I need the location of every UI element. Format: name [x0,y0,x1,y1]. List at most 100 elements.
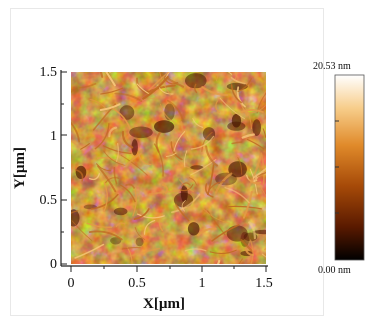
fiber-strand [204,183,214,198]
fiber-strand [238,258,243,264]
fiber-strand [240,109,264,114]
fiber-strand [244,106,252,130]
y-tick-label: 1 [50,129,57,144]
fiber-strand [190,135,215,150]
fiber-strand [115,143,120,162]
colorbar-min-label: 0.00 nm [318,265,351,276]
fiber-strand [132,189,137,217]
fiber-strand [126,246,133,264]
fiber-strand [94,123,110,150]
fiber-strand [175,203,190,222]
fiber-strand [125,152,142,167]
fiber-strand [230,84,242,104]
dark-pore [187,222,200,236]
dark-pore [154,120,175,133]
fiber-strand [173,156,190,169]
fiber-strand [256,171,266,177]
fiber-strand [71,204,73,211]
y-tick-label: 1.5 [40,65,58,80]
fiber-strand [224,186,250,204]
fiber-strand [261,253,266,258]
fiber-strand [230,72,238,84]
fiber-strand [71,91,73,93]
colorbar: 20.53 nm 0.00 nm [313,61,365,276]
fiber-strand [71,140,78,146]
fiber-strand [260,152,265,185]
x-tick-label: 0 [68,276,75,291]
dark-pore [131,139,138,156]
x-tick-label: 0.5 [128,276,146,291]
fiber-network [71,72,266,264]
dark-pore [135,237,144,247]
colorbar-max-label: 20.53 nm [313,61,351,72]
fiber-strand [207,164,215,196]
fiber-strand [215,100,220,114]
dark-pore [202,127,216,141]
dark-pore [190,165,204,170]
fiber-strand [136,213,165,219]
fiber-strand [211,224,240,242]
fiber-strand [230,76,246,85]
fiber-strand [88,230,123,241]
fiber-strand [129,247,161,257]
fiber-strand [79,82,97,89]
fiber-strand [228,205,262,210]
fiber-strand [166,99,184,120]
fiber-strand [192,118,204,128]
fiber-strand [144,220,156,235]
fiber-strand [248,154,262,188]
fiber-strand [249,168,258,195]
fiber-strand [99,72,104,78]
y-tick-label: 0 [50,257,57,272]
dark-pore [252,119,261,136]
fiber-strand [100,87,124,95]
fiber-strand [248,178,262,185]
fiber-strand [161,183,169,195]
fiber-strand [96,163,112,172]
fiber-strand [88,173,100,181]
fiber-strand [114,92,143,102]
fiber-strand [237,78,252,93]
fiber-strand [262,128,266,138]
dark-pore [226,225,248,242]
fiber-strand [246,138,265,150]
colorbar-gradient [334,74,365,261]
fiber-strand [165,152,177,157]
dark-pore [240,231,250,247]
fiber-strand [201,86,229,97]
fiber-strand [249,239,254,264]
fiber-strand [155,131,161,153]
y-axis-title: Y[µm] [12,147,28,189]
fiber-strand [86,222,113,228]
fiber-strand [209,249,237,255]
fiber-strand [254,90,266,108]
dark-pore [110,237,122,245]
fiber-strand [71,121,81,143]
fiber-strand [240,239,254,253]
fiber-strand [180,121,189,142]
fiber-strand [121,247,141,250]
fiber-strand [184,150,188,168]
dark-pore [185,73,207,89]
fiber-strand [170,193,201,214]
dark-pore [129,126,153,139]
fiber-strand [170,141,183,161]
dark-pore [119,105,135,120]
fiber-strand [242,190,253,219]
fiber-strand [105,72,116,87]
fiber-strand [241,133,255,139]
fiber-strand [181,182,191,187]
fiber-strand [149,189,182,195]
fiber-strand [219,97,246,120]
x-axis-title: X[µm] [143,296,185,312]
fiber-strand [115,222,126,228]
fiber-strand [206,210,226,235]
fiber-strand [99,103,121,111]
fiber-strand [97,165,117,193]
fiber-strand [120,184,136,203]
fiber-strand [201,131,213,152]
fiber-strand [179,179,194,193]
fiber-strand [181,200,186,212]
